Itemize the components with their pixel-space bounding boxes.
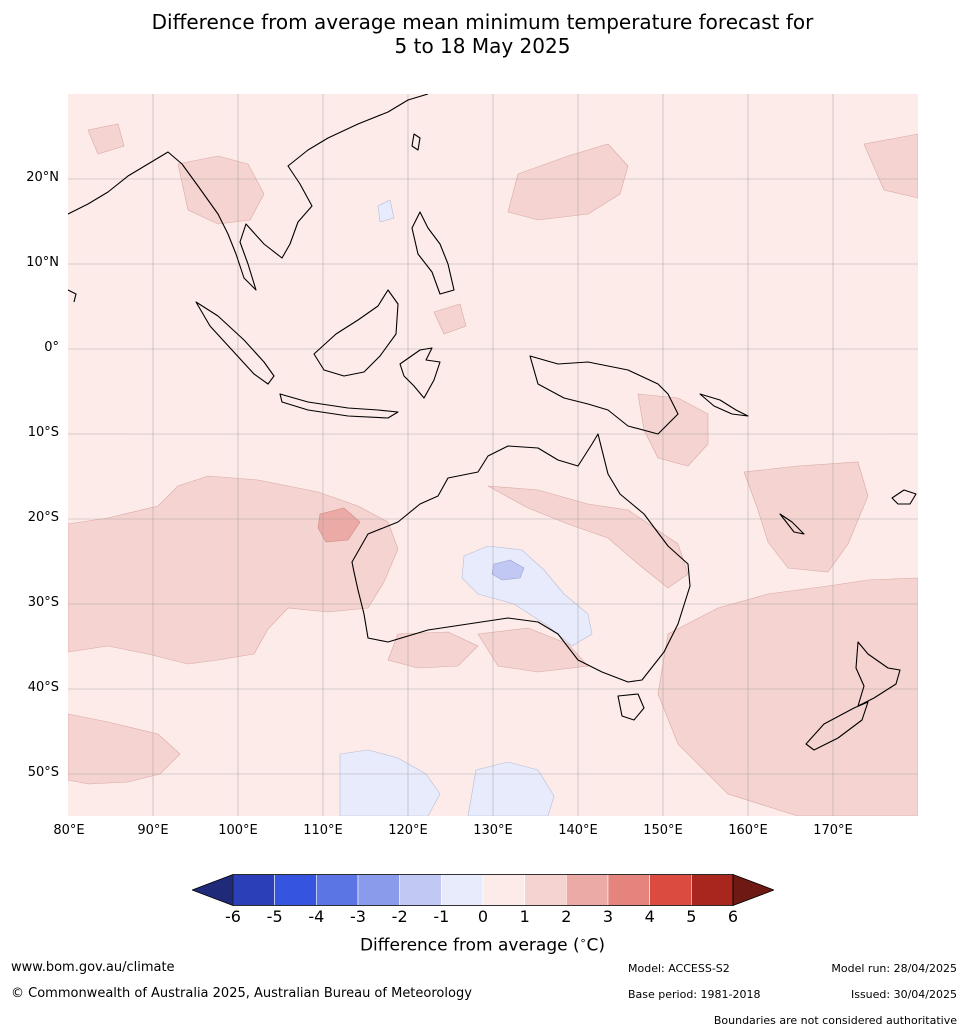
colorbar-tick-label: -1 xyxy=(433,907,450,926)
map-canvas xyxy=(68,94,918,816)
colorbar-tick-label: 5 xyxy=(686,907,697,926)
title-line-2: 5 to 18 May 2025 xyxy=(394,34,571,58)
forecast-map xyxy=(68,94,918,816)
coastline-philippines xyxy=(411,211,455,295)
coastline-java xyxy=(279,393,399,419)
coastline-new-guinea xyxy=(529,355,679,435)
lon-label-170e: 170°E xyxy=(813,823,853,838)
cool-region-tropics xyxy=(377,199,395,223)
colorbar-cell xyxy=(524,874,567,906)
colorbar-cell xyxy=(441,874,484,906)
lat-label-30s: 30°S xyxy=(27,595,59,610)
issued-date: Issued: 30/04/2025 xyxy=(850,988,957,1001)
colorbar-extend-low xyxy=(192,874,234,906)
lat-label-10s: 10°S xyxy=(27,425,59,440)
colorbar-cell xyxy=(691,874,734,906)
lat-label-40s: 40°S xyxy=(27,680,59,695)
colorbar-label: Difference from average (∘C) xyxy=(359,934,606,956)
anomaly-region-pacific-east xyxy=(863,133,918,199)
colorbar-cell xyxy=(274,874,317,906)
colorbar-cell xyxy=(607,874,650,906)
coastlines xyxy=(68,94,917,751)
coastline-australia xyxy=(351,433,691,683)
title-line-1: Difference from average mean minimum tem… xyxy=(151,10,814,34)
colorbar-tick-label: 1 xyxy=(519,907,530,926)
coastline-solomons xyxy=(699,393,749,417)
anomaly-region-great-australian-bight xyxy=(477,627,589,673)
anomaly-region-sea-small xyxy=(433,303,467,335)
cool-region-southern-ocean-2 xyxy=(467,761,555,816)
anomaly-region-tasman-sea xyxy=(657,577,918,816)
lon-label-130e: 130°E xyxy=(473,823,513,838)
lon-label-120e: 120°E xyxy=(388,823,428,838)
lon-label-150e: 150°E xyxy=(643,823,683,838)
coastline-sulawesi xyxy=(399,347,441,399)
colorbar-cell xyxy=(566,874,609,906)
coastline-sumatra xyxy=(195,301,275,385)
boundaries-disclaimer: Boundaries are not considered authoritat… xyxy=(713,1014,957,1027)
colorbar-tick-label: 2 xyxy=(561,907,572,926)
colorbar-tick-label: 0 xyxy=(477,907,489,926)
coastline-new-zealand-north xyxy=(855,641,901,707)
anomaly-region-bay-of-bengal xyxy=(87,123,125,155)
coastline-india-east xyxy=(68,289,77,303)
model-name: Model: ACCESS-S2 xyxy=(628,962,730,975)
coastline-taiwan xyxy=(411,133,421,151)
colorbar-cell xyxy=(649,874,692,906)
model-run-date: Model run: 28/04/2025 xyxy=(831,962,957,975)
colorbar-tick-label: -5 xyxy=(266,907,283,926)
anomaly-region-indochina xyxy=(177,155,265,225)
colorbar-tick-label: -3 xyxy=(350,907,366,926)
colorbar xyxy=(192,874,774,906)
lat-label-0: 0° xyxy=(44,340,59,355)
coastline-fiji xyxy=(891,489,917,505)
anomaly-region-north-pacific xyxy=(507,143,629,221)
lat-label-10n: 10°N xyxy=(26,255,59,270)
anomaly-region-coral-sea xyxy=(743,461,869,573)
anomaly-region-north-australia xyxy=(487,485,689,589)
lon-label-80e: 80°E xyxy=(53,823,85,838)
cool-region-core xyxy=(491,559,525,581)
chart-title: Difference from average mean minimum tem… xyxy=(0,10,965,58)
lon-label-160e: 160°E xyxy=(728,823,768,838)
lon-label-90e: 90°E xyxy=(137,823,169,838)
graticule xyxy=(68,94,918,816)
colorbar-tick-label: 3 xyxy=(602,907,614,926)
colorbar-extend-high xyxy=(732,874,774,906)
colorbar-cell xyxy=(232,874,275,906)
base-period: Base period: 1981-2018 xyxy=(628,988,761,1001)
lon-label-100e: 100°E xyxy=(218,823,258,838)
lat-label-20n: 20°N xyxy=(26,170,59,185)
coastline-new-zealand-south xyxy=(805,701,869,751)
anomaly-region-2-3c xyxy=(317,507,361,543)
colorbar-tick-label: 6 xyxy=(727,907,739,926)
anomaly-region-png xyxy=(637,393,709,467)
cool-region-southern-ocean-1 xyxy=(339,749,441,816)
colorbar-cell xyxy=(357,874,400,906)
colorbar-tick-label: 4 xyxy=(644,907,655,926)
lat-label-20s: 20°S xyxy=(27,510,59,525)
colorbar-cell xyxy=(399,874,442,906)
lat-label-50s: 50°S xyxy=(27,765,59,780)
lon-label-140e: 140°E xyxy=(558,823,598,838)
colorbar-cell xyxy=(482,874,525,906)
lon-label-110e: 110°E xyxy=(303,823,343,838)
copyright-text: © Commonwealth of Australia 2025, Austra… xyxy=(11,986,472,1001)
colorbar-tick-label: -6 xyxy=(225,907,241,926)
coastline-mainland-asia xyxy=(68,94,429,291)
colorbar-cell xyxy=(316,874,359,906)
coastline-borneo xyxy=(313,289,399,377)
anomaly-region-south-west xyxy=(387,631,479,669)
coastline-vanuatu xyxy=(779,513,805,535)
anomaly-region-indian-ocean xyxy=(68,475,399,665)
coastline-tasmania xyxy=(617,693,645,721)
warm-anomaly-regions xyxy=(68,123,918,816)
anomaly-region-south-indian xyxy=(68,713,181,785)
colorbar-tick-label: -2 xyxy=(391,907,408,926)
website-link[interactable]: www.bom.gov.au/climate xyxy=(11,960,175,975)
colorbar-tick-label: -4 xyxy=(308,907,325,926)
